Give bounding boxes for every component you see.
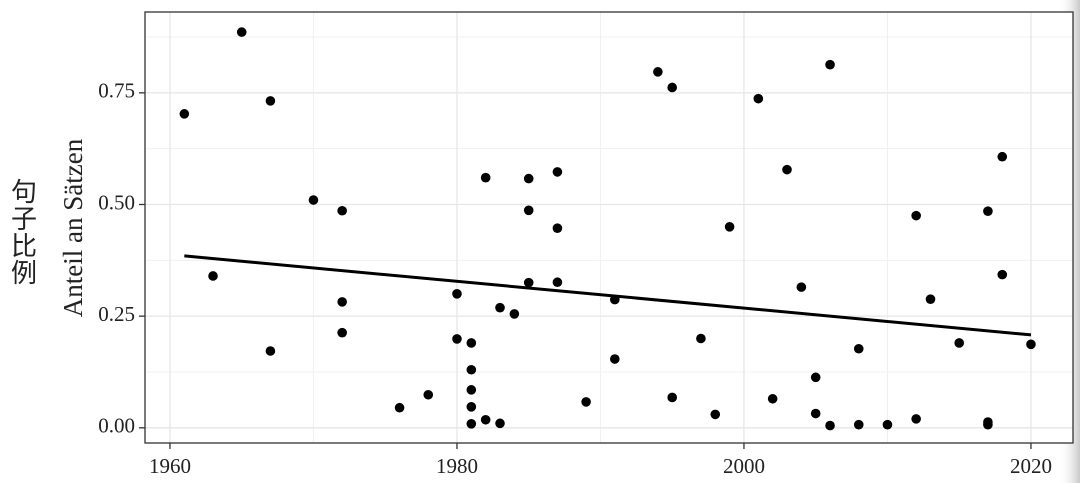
point — [552, 277, 563, 288]
point — [767, 393, 778, 404]
point — [710, 409, 721, 420]
point — [1026, 339, 1036, 350]
point — [997, 269, 1008, 280]
trend-line — [184, 254, 1032, 337]
point — [466, 402, 477, 412]
point — [983, 419, 993, 430]
point — [911, 414, 921, 424]
point — [925, 294, 936, 304]
point — [509, 309, 520, 319]
point — [466, 338, 477, 348]
point — [466, 364, 477, 375]
point — [610, 354, 620, 364]
point — [810, 408, 821, 419]
point — [394, 402, 405, 413]
y-axis-title: Anteil an Sätzen — [58, 138, 88, 317]
point — [337, 297, 347, 307]
point — [523, 173, 534, 184]
point — [983, 206, 993, 216]
point — [911, 210, 921, 221]
point — [853, 343, 864, 354]
point — [810, 372, 821, 383]
point — [480, 414, 491, 425]
point — [466, 385, 477, 395]
point — [308, 195, 319, 205]
point — [882, 419, 893, 430]
point — [753, 93, 764, 104]
point — [523, 277, 534, 288]
point — [653, 67, 663, 77]
point — [997, 151, 1008, 162]
point — [466, 418, 477, 429]
point — [552, 223, 563, 233]
point — [495, 302, 505, 313]
point — [782, 164, 792, 175]
point — [495, 418, 505, 429]
x-tick-label: 1960 — [149, 454, 191, 478]
point — [236, 27, 247, 37]
x-tick-label: 2020 — [1010, 454, 1052, 478]
point — [452, 289, 462, 299]
point — [480, 172, 491, 183]
annotation: 句子比例 — [8, 178, 37, 286]
point — [696, 333, 706, 344]
x-tick-label: 2000 — [723, 454, 765, 478]
point — [853, 419, 864, 430]
point — [552, 167, 563, 177]
point — [423, 389, 434, 400]
point — [825, 420, 835, 431]
point — [337, 327, 347, 338]
point — [452, 334, 462, 344]
point — [667, 392, 678, 403]
panel-border — [144, 11, 1074, 444]
point — [208, 271, 218, 281]
point — [667, 82, 678, 93]
y-tick-label: 0.50 — [98, 190, 135, 214]
x-tick-label: 1980 — [436, 454, 478, 478]
point — [825, 59, 835, 70]
point — [954, 338, 965, 348]
point — [265, 96, 276, 106]
panel — [145, 12, 1073, 443]
point — [724, 222, 735, 232]
y-tick-label: 0.00 — [98, 414, 135, 438]
point — [265, 346, 276, 356]
point — [337, 205, 347, 216]
point — [523, 205, 534, 216]
y-tick-label: 0.75 — [98, 79, 135, 103]
point — [179, 109, 190, 119]
point — [581, 397, 591, 407]
y-tick-label: 0.25 — [98, 302, 135, 326]
point — [796, 282, 807, 292]
